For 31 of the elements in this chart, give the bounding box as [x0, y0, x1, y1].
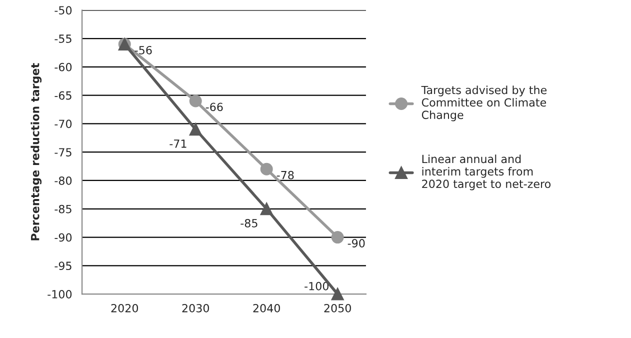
y-axis-title: Percentage reduction target	[30, 63, 42, 240]
y-tick-label: -100	[48, 290, 72, 298]
y-tick-label: -85	[54, 204, 72, 214]
x-tick-label: 2050	[324, 304, 351, 312]
data-label: -78	[276, 170, 294, 180]
y-tick-label: -70	[54, 120, 72, 128]
y-tick-label: -95	[54, 262, 72, 270]
data-label: -71	[170, 140, 186, 148]
point	[260, 162, 273, 176]
data-label: -56	[134, 46, 152, 54]
point	[189, 123, 202, 136]
x-tick-label: 2030	[182, 304, 210, 312]
data-label: -100	[304, 282, 329, 290]
y-tick-label: -65	[54, 91, 72, 100]
point	[331, 288, 344, 300]
data-label: -90	[348, 239, 365, 248]
point	[260, 202, 273, 216]
point	[189, 94, 202, 108]
y-tick-label: -80	[54, 176, 72, 185]
y-tick-label: -75	[54, 148, 72, 156]
x-tick-label: 2020	[111, 304, 138, 312]
y-tick-label: -60	[54, 62, 72, 72]
data-label: -66	[206, 102, 223, 112]
point	[331, 231, 344, 244]
x-tick-label: 2040	[253, 304, 280, 312]
legend-label: Targets advised by the Committee on Climate Change	[421, 86, 547, 122]
y-tick-label: -50	[54, 6, 72, 15]
legend-label: Linear annual and interim targets from 2020 target to net-zero	[422, 154, 551, 190]
y-tick-label: -55	[54, 34, 72, 43]
data-label: -85	[240, 218, 258, 228]
y-tick-label: -90	[54, 233, 72, 242]
